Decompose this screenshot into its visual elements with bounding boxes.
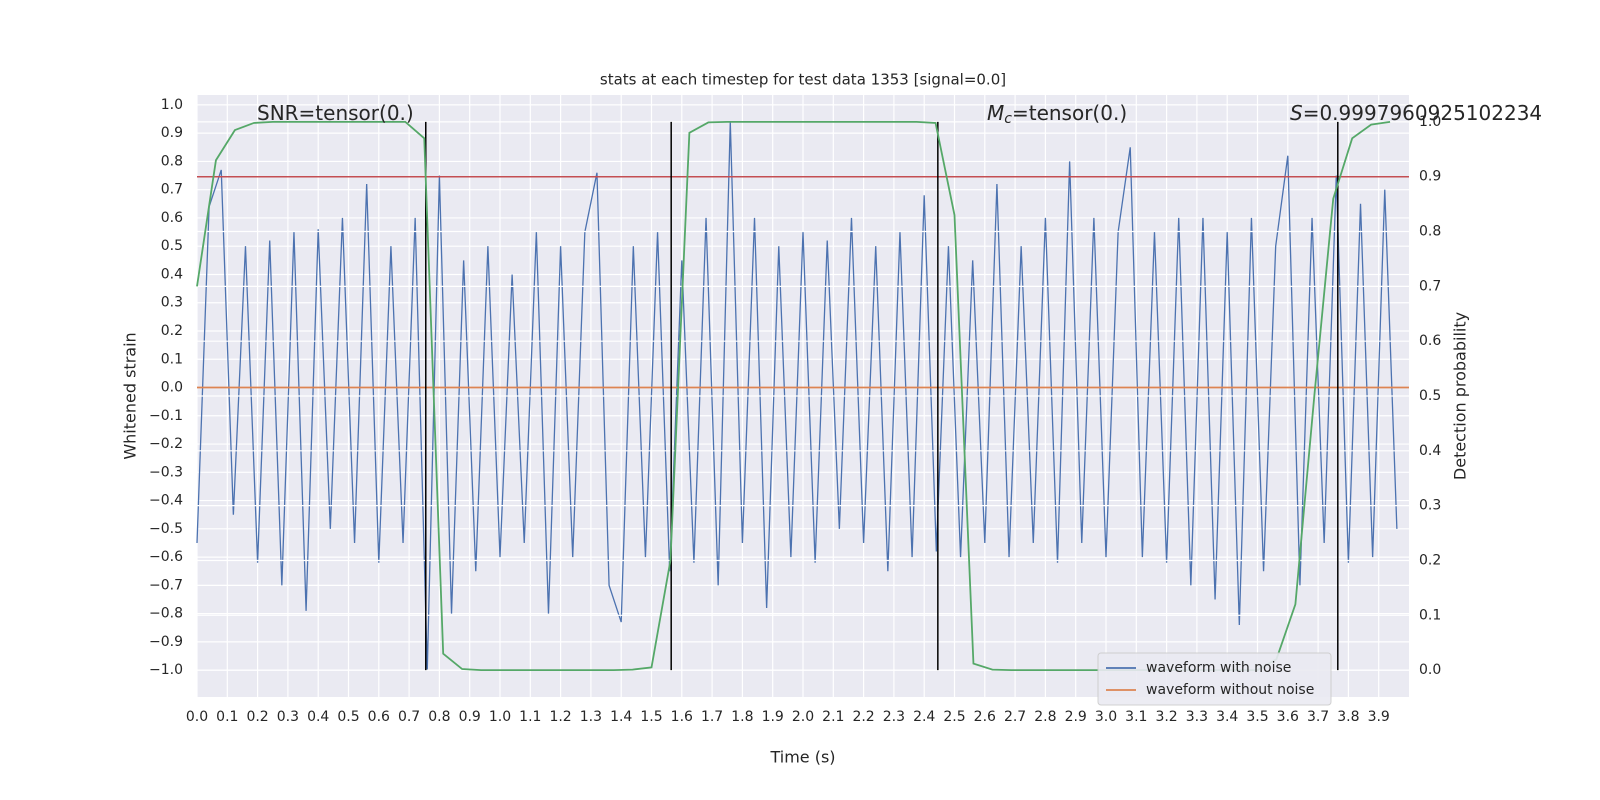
x-tick-label: 0.2 — [246, 709, 268, 725]
y-tick-label: −0.1 — [149, 408, 183, 424]
x-tick-label: 1.2 — [549, 709, 571, 725]
x-tick-label: 3.0 — [1095, 709, 1117, 725]
annotation: S=0.9997960925102234 — [1290, 101, 1542, 125]
y2-tick-label: 0.6 — [1419, 333, 1441, 349]
x-tick-label: 2.6 — [974, 709, 996, 725]
x-tick-label: 0.1 — [216, 709, 238, 725]
annotation-symbol: S — [1290, 101, 1303, 125]
x-tick-label: 0.0 — [186, 709, 208, 725]
x-tick-label: 2.2 — [852, 709, 874, 725]
legend-label: waveform with noise — [1146, 660, 1291, 676]
x-tick-label: 3.4 — [1216, 709, 1238, 725]
x-tick-label: 1.1 — [519, 709, 541, 725]
x-tick-label: 0.9 — [459, 709, 481, 725]
x-tick-label: 2.7 — [1004, 709, 1026, 725]
y2-tick-label: 0.5 — [1419, 388, 1441, 404]
annotation-text: =0.9997960925102234 — [1303, 101, 1542, 125]
x-tick-label: 2.3 — [883, 709, 905, 725]
y-tick-label: 0.5 — [161, 238, 183, 254]
y-tick-label: 0.1 — [161, 351, 183, 367]
x-tick-label: 3.7 — [1307, 709, 1329, 725]
y2-tick-label: 0.9 — [1419, 169, 1441, 185]
x-tick-label: 3.9 — [1368, 709, 1390, 725]
y-tick-label: 0.9 — [161, 125, 183, 141]
y-tick-label: 0.4 — [161, 266, 183, 282]
y-tick-label: −0.3 — [149, 464, 183, 480]
chart-title: stats at each timestep for test data 135… — [600, 71, 1006, 89]
x-tick-label: 0.8 — [428, 709, 450, 725]
x-tick-label: 2.9 — [1065, 709, 1087, 725]
y-tick-label: 0.2 — [161, 323, 183, 339]
y-tick-label: −0.6 — [149, 549, 183, 565]
legend-box — [1097, 652, 1332, 706]
series-line — [196, 121, 1398, 671]
y-tick-label: −0.2 — [149, 436, 183, 452]
y-tick-label: −0.4 — [149, 493, 183, 509]
x-tick-label: 0.6 — [368, 709, 390, 725]
x-tick-label: 0.3 — [277, 709, 299, 725]
annotation-subscript: c — [1004, 111, 1012, 127]
x-tick-label: 2.0 — [792, 709, 814, 725]
legend-label: waveform without noise — [1146, 682, 1314, 698]
y2-tick-label: 0.0 — [1419, 662, 1441, 678]
x-tick-label: 3.5 — [1246, 709, 1268, 725]
y2-tick-label: 0.8 — [1419, 224, 1441, 240]
x-tick-label: 3.1 — [1125, 709, 1147, 725]
y-tick-label: 0.0 — [161, 380, 183, 396]
y2-tick-label: 0.3 — [1419, 498, 1441, 514]
x-tick-label: 1.9 — [762, 709, 784, 725]
y-tick-label: 0.6 — [161, 210, 183, 226]
x-tick-label: 3.3 — [1186, 709, 1208, 725]
y2-tick-label: 0.2 — [1419, 552, 1441, 568]
x-tick-label: 1.3 — [580, 709, 602, 725]
y2-tick-label: 0.4 — [1419, 443, 1441, 459]
x-axis-label: Time (s) — [769, 748, 835, 767]
x-tick-label: 1.5 — [640, 709, 662, 725]
y2-tick-label: 0.7 — [1419, 278, 1441, 294]
annotation: SNR=tensor(0.) — [257, 101, 414, 125]
x-tick-label: 3.6 — [1277, 709, 1299, 725]
x-tick-label: 0.7 — [398, 709, 420, 725]
x-tick-label: 1.4 — [610, 709, 632, 725]
y-tick-label: −0.8 — [149, 606, 183, 622]
x-tick-label: 1.7 — [701, 709, 723, 725]
x-tick-label: 1.6 — [671, 709, 693, 725]
y-tick-label: 0.8 — [161, 153, 183, 169]
annotation-text: SNR=tensor(0.) — [257, 101, 414, 125]
y-tick-label: −0.7 — [149, 577, 183, 593]
x-tick-label: 3.8 — [1337, 709, 1359, 725]
y-tick-label: 0.3 — [161, 295, 183, 311]
x-tick-label: 2.1 — [822, 709, 844, 725]
y2-tick-label: 0.1 — [1419, 607, 1441, 623]
y-tick-label: 1.0 — [161, 97, 183, 113]
annotation: Mc=tensor(0.) — [987, 101, 1127, 128]
x-tick-label: 2.5 — [943, 709, 965, 725]
annotation-symbol: M — [987, 101, 1004, 125]
y2-tick-label: 1.0 — [1419, 114, 1441, 130]
annotation-text: =tensor(0.) — [1012, 101, 1127, 125]
y-tick-label: 0.7 — [161, 182, 183, 198]
x-tick-label: 1.8 — [731, 709, 753, 725]
y2-axis-label: Detection probability — [1451, 312, 1470, 480]
x-tick-label: 1.0 — [489, 709, 511, 725]
y-axis-label: Whitened strain — [121, 332, 140, 459]
y-tick-label: −0.5 — [149, 521, 183, 537]
y-tick-label: −1.0 — [149, 662, 183, 678]
x-tick-label: 3.2 — [1155, 709, 1177, 725]
y-tick-label: −0.9 — [149, 634, 183, 650]
x-tick-label: 2.8 — [1034, 709, 1056, 725]
x-tick-label: 0.4 — [307, 709, 329, 725]
x-tick-label: 2.4 — [913, 709, 935, 725]
x-tick-label: 0.5 — [337, 709, 359, 725]
